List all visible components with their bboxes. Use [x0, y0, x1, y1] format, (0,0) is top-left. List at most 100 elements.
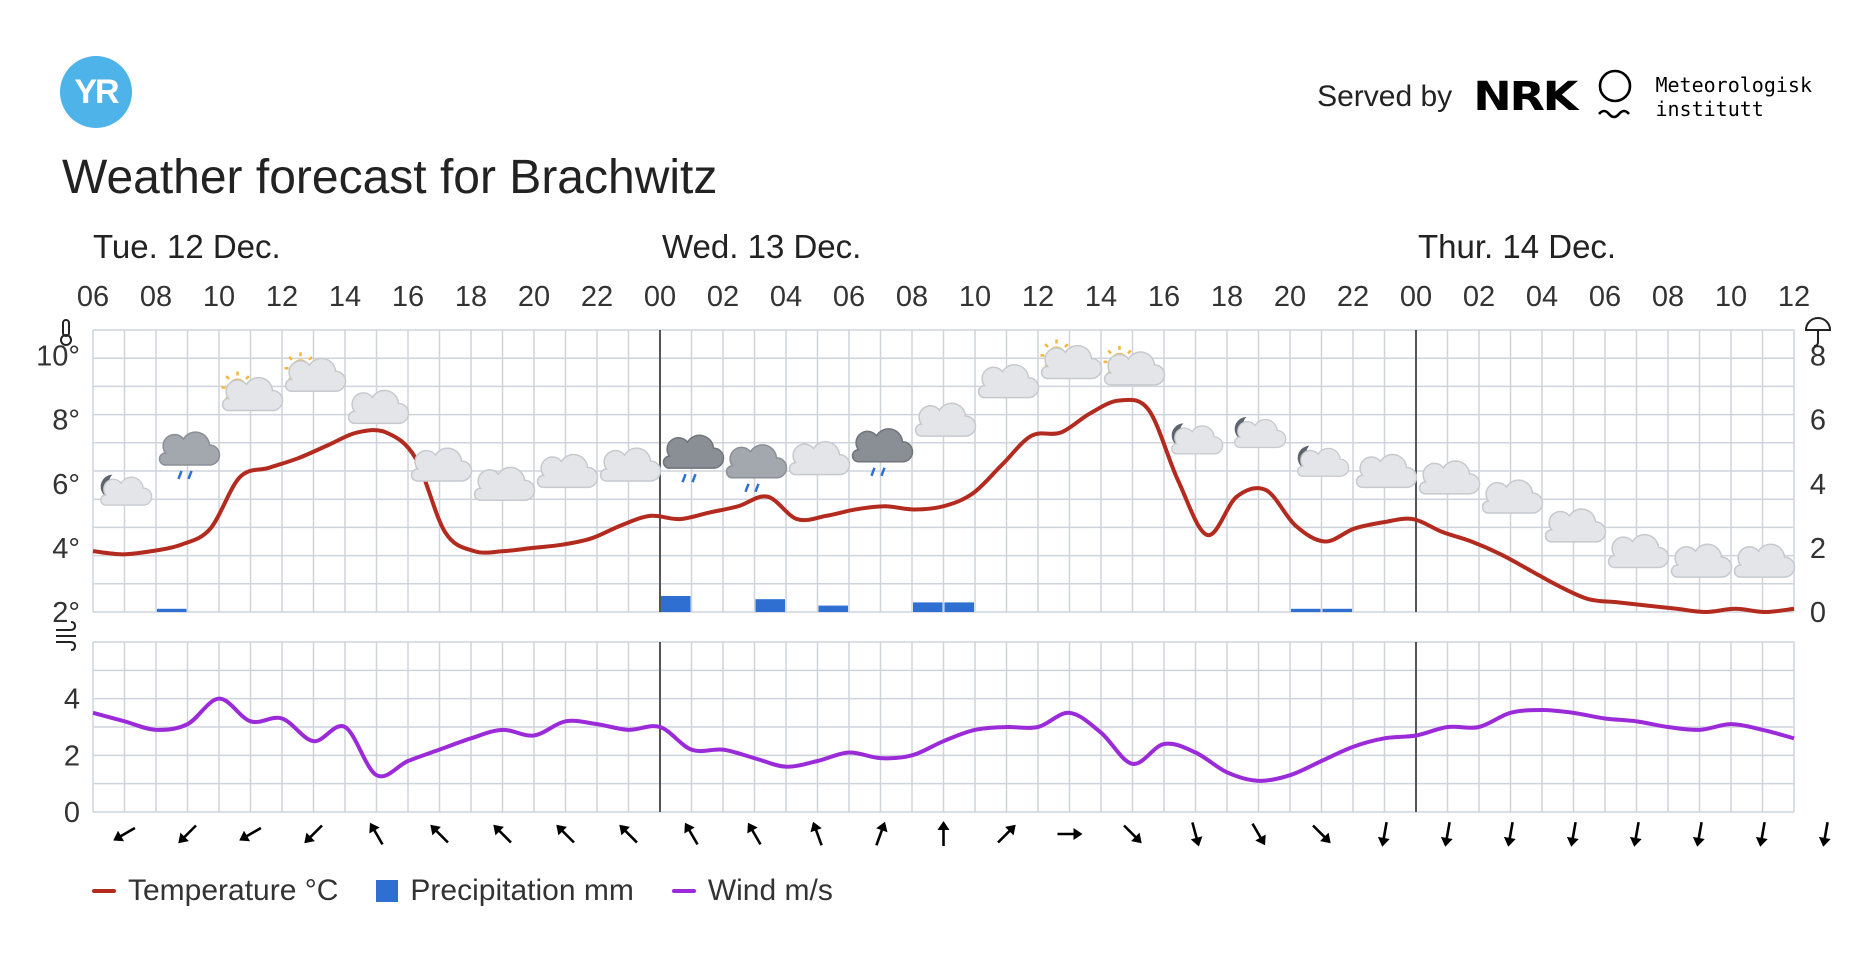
arrow-head	[1755, 836, 1768, 847]
arrow-head	[1377, 836, 1390, 847]
cloud-shape	[1355, 453, 1418, 489]
served-by: Served by NRK Meteorologisk institutt	[1317, 68, 1812, 126]
wind-direction-arrow	[369, 822, 384, 846]
wind-direction-arrow	[1123, 824, 1142, 844]
legend-label-precipitation: Precipitation mm	[410, 874, 634, 907]
sun-ray	[1107, 349, 1112, 355]
cloud-shape	[1607, 533, 1670, 569]
cloud-icon	[788, 440, 851, 476]
sun-ray	[288, 356, 293, 361]
cloud-shape	[1171, 425, 1224, 455]
raindrop	[870, 467, 876, 477]
hour-tick-label: 18	[1211, 281, 1243, 313]
cloud-shape	[1544, 508, 1607, 543]
precipitation-tick-label: 8	[1810, 341, 1826, 373]
cloud-shape	[1733, 543, 1796, 578]
wind-direction-arrow	[747, 822, 762, 846]
raindrop	[754, 483, 760, 493]
cloud	[1733, 543, 1796, 578]
cloud-shape	[725, 444, 788, 479]
hour-tick-label: 12	[266, 281, 298, 313]
cloud	[410, 447, 473, 482]
cloud-icon	[1481, 479, 1544, 514]
arrow-head	[178, 832, 189, 844]
arrow-head	[369, 822, 380, 834]
cloud-shape	[788, 440, 851, 476]
wind-direction-arrow	[1566, 821, 1579, 847]
cloud	[788, 440, 851, 476]
cloud-icon	[1670, 543, 1733, 578]
cloud-shape	[662, 434, 725, 469]
cloud-icon	[347, 389, 410, 425]
wind-direction-arrow	[619, 824, 638, 844]
wind-tick-label: 2	[64, 740, 80, 772]
cloud	[1040, 344, 1103, 380]
cloud	[1544, 508, 1607, 543]
cloud-shape	[977, 364, 1040, 399]
met-logo-icon	[1598, 69, 1632, 119]
hour-tick-label: 12	[1778, 281, 1810, 313]
cloud-shape	[473, 466, 536, 501]
cloud	[1171, 425, 1224, 455]
cloud-shape	[1103, 351, 1166, 386]
thermometer-bulb	[60, 334, 72, 346]
arrow-head	[239, 830, 251, 842]
wind-direction-arrow	[1503, 821, 1516, 847]
cloud	[1481, 479, 1544, 514]
wind-direction-arrow	[1057, 828, 1083, 840]
umbrella-handle	[1813, 330, 1819, 347]
legend-item-wind: Wind m/s	[671, 874, 833, 908]
cloud-shape	[1481, 479, 1544, 514]
hour-tick-label: 10	[1715, 281, 1747, 313]
wind-direction-arrow	[810, 821, 823, 846]
hour-tick-label: 16	[392, 281, 424, 313]
legend-label-wind: Wind m/s	[707, 874, 833, 907]
thermometer-icon	[60, 319, 72, 346]
arrow-head	[1692, 836, 1705, 847]
nrk-logo: NRK	[1473, 74, 1578, 120]
met-line1: Meteorologisk	[1655, 73, 1812, 97]
cloud-shape	[851, 428, 914, 463]
arrow-head	[1503, 836, 1516, 847]
arrow-head	[747, 822, 758, 834]
hour-tick-label: 04	[1526, 281, 1558, 313]
arrow-head	[493, 824, 504, 836]
temperature-tick-label: 6°	[52, 469, 80, 501]
cloud-shape	[914, 402, 977, 437]
wind-direction-arrow	[1440, 821, 1453, 847]
wind-direction-arrow	[239, 826, 262, 842]
sun-ray	[1064, 343, 1069, 348]
wind-direction-arrow	[113, 826, 136, 842]
raindrop	[681, 473, 687, 483]
wind-direction-arrow	[1629, 821, 1642, 847]
hour-tick-label: 16	[1148, 281, 1180, 313]
precipitation-bar	[661, 595, 691, 612]
hour-tick-label: 08	[140, 281, 172, 313]
arrow-head	[937, 821, 950, 830]
legend-item-temperature: Temperature °C	[92, 874, 338, 908]
cloud	[1234, 418, 1287, 449]
wind-direction-arrow	[430, 824, 449, 844]
cloud	[599, 447, 662, 482]
hour-tick-label: 10	[203, 281, 235, 313]
raindrop	[880, 467, 886, 477]
cloud	[473, 466, 536, 501]
sun-ray	[1127, 349, 1132, 355]
cloud-shape	[599, 447, 662, 482]
cloud	[1418, 460, 1481, 495]
umbrella-canopy	[1804, 317, 1832, 331]
cloud-icon	[914, 402, 977, 437]
hour-tick-label: 00	[644, 281, 676, 313]
wind-direction-arrow	[556, 824, 575, 844]
arrow-head	[1073, 828, 1083, 840]
arrow-head	[1629, 836, 1642, 847]
cloud	[221, 376, 284, 412]
arrow-head	[876, 821, 888, 833]
precipitation-tick-label: 4	[1810, 469, 1826, 501]
hour-tick-label: 14	[329, 281, 361, 313]
wind-tick-label: 4	[64, 684, 80, 716]
cloud-shape	[1234, 418, 1287, 449]
precipitation-bar	[944, 602, 974, 612]
yr-logo: YR	[60, 56, 132, 128]
arrow-head	[810, 821, 822, 833]
